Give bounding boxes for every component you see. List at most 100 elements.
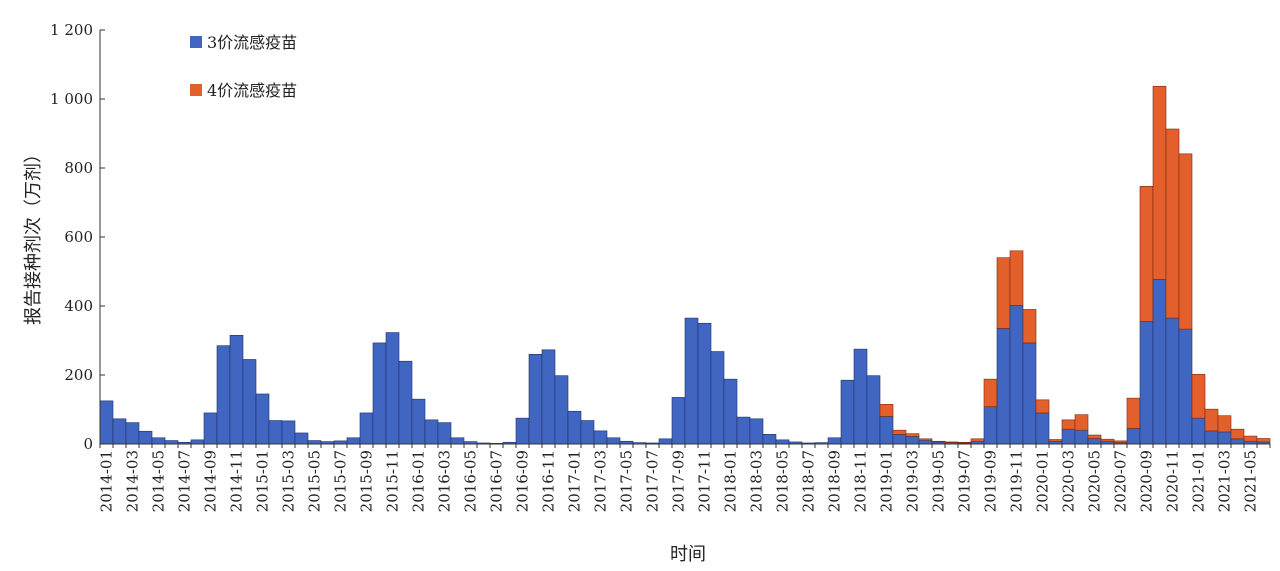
bar-3valent-2017-02 bbox=[580, 420, 595, 445]
legend-label-4valent: 4价流感疫苗 bbox=[207, 81, 297, 100]
bar-4valent-2020-05 bbox=[1087, 434, 1102, 439]
bar-3valent-2014-04 bbox=[138, 430, 153, 445]
x-tick-label: 2020-01 bbox=[1034, 450, 1052, 512]
bar-3valent-2017-12 bbox=[710, 351, 725, 445]
bar-4valent-2019-01 bbox=[879, 404, 894, 417]
bar-3valent-2018-10 bbox=[840, 379, 855, 445]
bar-3valent-2018-09 bbox=[827, 437, 842, 445]
bar-3valent-2018-11 bbox=[853, 348, 868, 445]
bar-4valent-2020-06 bbox=[1100, 438, 1115, 442]
bar-3valent-2020-12 bbox=[1178, 328, 1193, 445]
bar-3valent-2016-10 bbox=[528, 353, 543, 445]
bar-3valent-2016-02 bbox=[424, 419, 439, 445]
x-tick-label: 2015-07 bbox=[332, 450, 350, 512]
bar-3valent-2017-10 bbox=[684, 317, 699, 445]
x-axis-title: 时间 bbox=[670, 544, 706, 565]
bar-3valent-2019-01 bbox=[879, 416, 894, 445]
bar-4valent-2020-04 bbox=[1074, 414, 1089, 431]
bar-3valent-2017-08 bbox=[658, 438, 673, 445]
bar-3valent-2014-06 bbox=[164, 440, 179, 445]
x-tick-label: 2020-05 bbox=[1086, 450, 1104, 512]
bar-4valent-2019-07 bbox=[957, 441, 972, 444]
bar-3valent-2016-12 bbox=[554, 375, 569, 445]
bar-4valent-2019-09 bbox=[983, 378, 998, 408]
x-tick-label: 2018-03 bbox=[748, 450, 766, 512]
x-tick-label: 2016-03 bbox=[436, 450, 454, 512]
x-tick-label: 2017-01 bbox=[566, 450, 584, 512]
bar-3valent-2016-01 bbox=[411, 398, 426, 445]
bar-3valent-2015-11 bbox=[385, 332, 400, 445]
x-tick-label: 2019-11 bbox=[1008, 450, 1026, 512]
bar-3valent-2020-03 bbox=[1061, 428, 1076, 445]
y-tick-label: 1 200 bbox=[50, 21, 93, 39]
bar-4valent-2019-02 bbox=[892, 429, 907, 435]
bar-3valent-2019-03 bbox=[905, 436, 920, 445]
x-tick-label: 2015-05 bbox=[306, 450, 324, 512]
bar-3valent-2015-12 bbox=[398, 360, 413, 445]
x-tick-label: 2015-01 bbox=[254, 450, 272, 512]
y-tick-label: 600 bbox=[64, 228, 93, 246]
x-tick-label: 2014-11 bbox=[228, 450, 246, 512]
bar-3valent-2015-04 bbox=[294, 432, 309, 445]
bar-3valent-2015-01 bbox=[255, 393, 270, 445]
bar-4valent-2020-01 bbox=[1035, 399, 1050, 414]
x-tick-label: 2016-05 bbox=[462, 450, 480, 512]
y-tick-label: 0 bbox=[83, 435, 93, 453]
bar-4valent-2019-03 bbox=[905, 433, 920, 437]
y-tick-label: 1 000 bbox=[50, 90, 93, 108]
x-tick-label: 2015-11 bbox=[384, 450, 402, 512]
bar-3valent-2019-10 bbox=[996, 328, 1011, 445]
bar-3valent-2017-03 bbox=[593, 430, 608, 445]
bar-3valent-2014-09 bbox=[203, 412, 218, 445]
bar-3valent-2017-01 bbox=[567, 410, 582, 445]
bar-3valent-2016-04 bbox=[450, 437, 465, 445]
bar-3valent-2014-02 bbox=[112, 418, 127, 445]
bar-3valent-2014-11 bbox=[229, 335, 244, 445]
bar-3valent-2016-03 bbox=[437, 422, 452, 445]
x-tick-label: 2019-05 bbox=[930, 450, 948, 512]
bar-4valent-2019-08 bbox=[970, 438, 985, 442]
x-tick-label: 2019-07 bbox=[956, 450, 974, 512]
bar-3valent-2014-12 bbox=[242, 359, 257, 445]
x-tick-label: 2016-07 bbox=[488, 450, 506, 512]
x-tick-label: 2019-03 bbox=[904, 450, 922, 512]
bar-3valent-2015-05 bbox=[307, 440, 322, 445]
legend-label-3valent: 3价流感疫苗 bbox=[207, 33, 297, 52]
x-tick-label: 2017-11 bbox=[696, 450, 714, 512]
bar-4valent-2021-06 bbox=[1256, 438, 1271, 443]
x-tick-label: 2015-03 bbox=[280, 450, 298, 512]
bar-3valent-2019-09 bbox=[983, 406, 998, 445]
bar-4valent-2021-03 bbox=[1217, 415, 1232, 433]
x-tick-label: 2014-07 bbox=[176, 450, 194, 512]
bar-3valent-2019-12 bbox=[1022, 342, 1037, 445]
x-tick-label: 2020-07 bbox=[1112, 450, 1130, 512]
bar-3valent-2021-03 bbox=[1217, 431, 1232, 445]
x-tick-label: 2018-07 bbox=[800, 450, 818, 512]
bar-3valent-2021-04 bbox=[1230, 438, 1245, 445]
bar-3valent-2014-08 bbox=[190, 439, 205, 445]
x-tick-label: 2017-07 bbox=[644, 450, 662, 512]
bar-4valent-2019-05 bbox=[931, 440, 946, 443]
x-tick-label: 2017-09 bbox=[670, 450, 688, 512]
bar-4valent-2019-10 bbox=[996, 257, 1011, 329]
x-tick-label: 2021-05 bbox=[1242, 450, 1260, 512]
bar-4valent-2020-02 bbox=[1048, 439, 1063, 442]
bar-3valent-2020-01 bbox=[1035, 412, 1050, 445]
y-axis-title: 报告接种剂次（万剂） bbox=[23, 145, 44, 325]
bar-3valent-2019-11 bbox=[1009, 305, 1024, 445]
bar-4valent-2020-10 bbox=[1152, 85, 1167, 280]
bar-4valent-2021-01 bbox=[1191, 374, 1206, 419]
bar-3valent-2018-02 bbox=[736, 416, 751, 445]
x-tick-label: 2020-03 bbox=[1060, 450, 1078, 512]
x-tick-label: 2014-05 bbox=[150, 450, 168, 512]
bar-4valent-2019-04 bbox=[918, 438, 933, 441]
bar-3valent-2015-03 bbox=[281, 420, 296, 445]
bar-3valent-2020-10 bbox=[1152, 279, 1167, 445]
x-tick-label: 2019-01 bbox=[878, 450, 896, 512]
x-tick-label: 2014-09 bbox=[202, 450, 220, 512]
x-tick-label: 2014-03 bbox=[124, 450, 142, 512]
bar-4valent-2020-07 bbox=[1113, 440, 1128, 443]
y-tick-label: 200 bbox=[64, 366, 93, 384]
